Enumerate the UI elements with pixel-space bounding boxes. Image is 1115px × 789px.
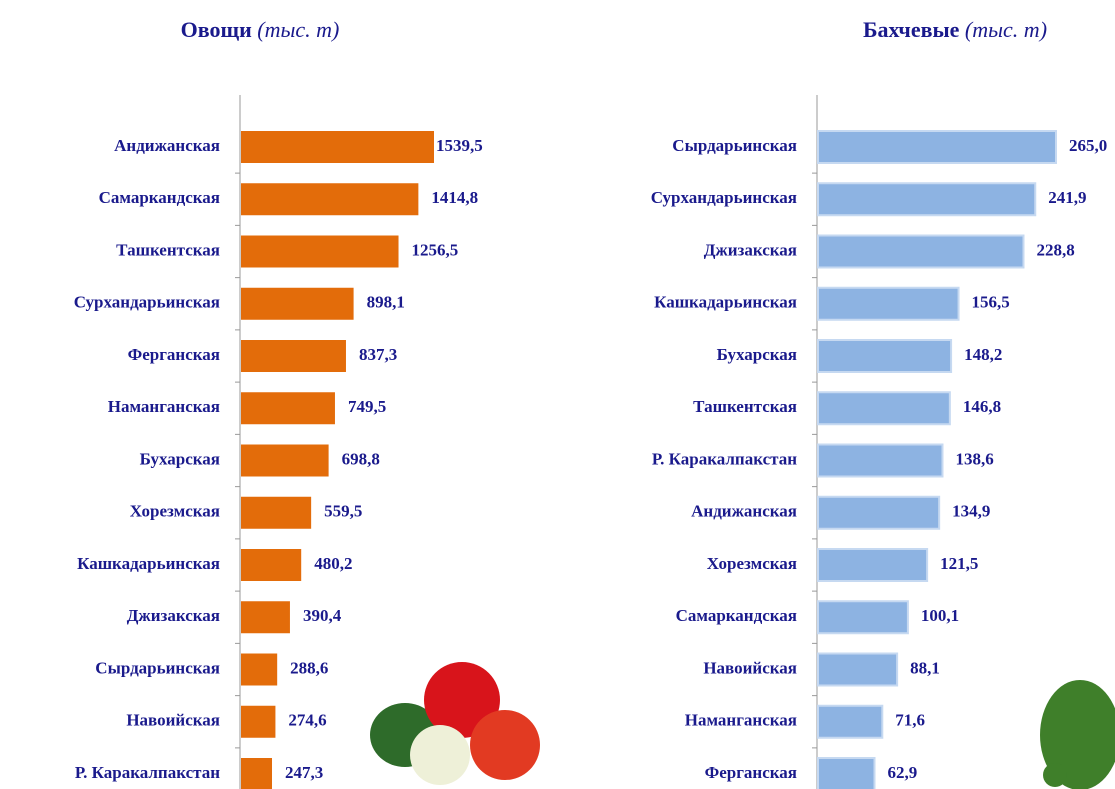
value-label: 288,6 — [290, 658, 328, 677]
bar — [241, 549, 302, 581]
category-label: Ферганская — [705, 763, 797, 782]
chart-title: Бахчевые (тыс. т) — [863, 17, 1047, 42]
value-label: 100,1 — [921, 606, 959, 625]
bar — [241, 653, 278, 686]
unit-text: (тыс. т) — [257, 17, 339, 42]
value-label: 1539,5 — [436, 136, 483, 155]
unit-text: (тыс. т) — [965, 17, 1047, 42]
value-label: 121,5 — [940, 554, 978, 573]
value-label: 156,5 — [972, 293, 1010, 312]
bar — [817, 443, 944, 478]
category-label: Р. Каракалпакстан — [75, 763, 220, 782]
category-label: Наманганская — [108, 397, 220, 416]
bar — [817, 130, 1057, 164]
category-label: Бухарская — [717, 345, 797, 364]
bar — [241, 340, 346, 372]
value-label: 274,6 — [288, 711, 326, 730]
chart-title: Овощи (тыс. т) — [181, 17, 340, 42]
bar — [241, 392, 335, 425]
bar — [241, 444, 329, 477]
bar — [241, 131, 434, 163]
category-label: Самаркандская — [676, 606, 797, 625]
category-label: Сурхандарьинская — [74, 293, 220, 312]
value-label: 1256,5 — [412, 240, 459, 259]
category-label: Ташкентская — [693, 397, 797, 416]
category-label: Навоийская — [703, 658, 797, 677]
value-label: 749,5 — [348, 397, 386, 416]
bar — [817, 391, 951, 426]
bar — [817, 600, 909, 635]
value-label: 146,8 — [963, 397, 1001, 416]
value-label: 148,2 — [964, 345, 1002, 364]
value-label: 134,9 — [952, 502, 990, 521]
category-label: Р. Каракалпакстан — [652, 449, 797, 468]
value-label: 898,1 — [367, 293, 405, 312]
title-text: Овощи — [181, 17, 252, 42]
category-label: Самаркандская — [99, 188, 220, 207]
bar — [817, 495, 941, 530]
category-label: Навоийская — [126, 711, 220, 730]
bar — [817, 286, 960, 321]
bar — [241, 601, 290, 634]
category-label: Кашкадарьинская — [77, 554, 220, 573]
category-label: Бухарская — [140, 449, 220, 468]
bar — [817, 704, 884, 739]
bar — [817, 234, 1025, 269]
bar — [817, 548, 929, 582]
category-label: Кашкадарьинская — [654, 293, 797, 312]
value-label: 62,9 — [887, 763, 917, 782]
bar — [241, 287, 354, 320]
category-label: Наманганская — [685, 711, 797, 730]
bar — [241, 758, 273, 789]
bar — [241, 235, 399, 268]
category-label: Андижанская — [691, 502, 797, 521]
decoration — [370, 662, 1115, 789]
value-label: 265,0 — [1069, 136, 1107, 155]
title-text: Бахчевые — [863, 17, 960, 42]
bar — [817, 339, 953, 373]
category-label: Ташкентская — [116, 240, 220, 259]
category-label: Сырдарьинская — [95, 658, 220, 677]
bar — [817, 652, 899, 687]
value-label: 698,8 — [342, 449, 380, 468]
category-label: Андижанская — [114, 136, 220, 155]
value-label: 228,8 — [1036, 240, 1074, 259]
value-label: 559,5 — [324, 502, 362, 521]
bar — [241, 496, 312, 529]
value-label: 390,4 — [303, 606, 342, 625]
category-label: Джизакская — [127, 606, 220, 625]
value-label: 837,3 — [359, 345, 397, 364]
category-label: Сурхандарьинская — [651, 188, 797, 207]
bar — [817, 757, 876, 789]
value-label: 241,9 — [1048, 188, 1086, 207]
value-label: 247,3 — [285, 763, 323, 782]
value-label: 138,6 — [955, 449, 993, 468]
bar — [817, 182, 1037, 217]
value-label: 480,2 — [314, 554, 352, 573]
value-label: 1414,8 — [431, 188, 478, 207]
bar — [241, 183, 419, 216]
category-label: Джизакская — [704, 240, 797, 259]
bar — [241, 705, 276, 738]
value-label: 88,1 — [910, 658, 940, 677]
value-label: 71,6 — [895, 711, 925, 730]
category-label: Ферганская — [128, 345, 220, 364]
category-label: Хорезмская — [707, 554, 797, 573]
category-label: Хорезмская — [130, 502, 220, 521]
category-label: Сырдарьинская — [672, 136, 797, 155]
